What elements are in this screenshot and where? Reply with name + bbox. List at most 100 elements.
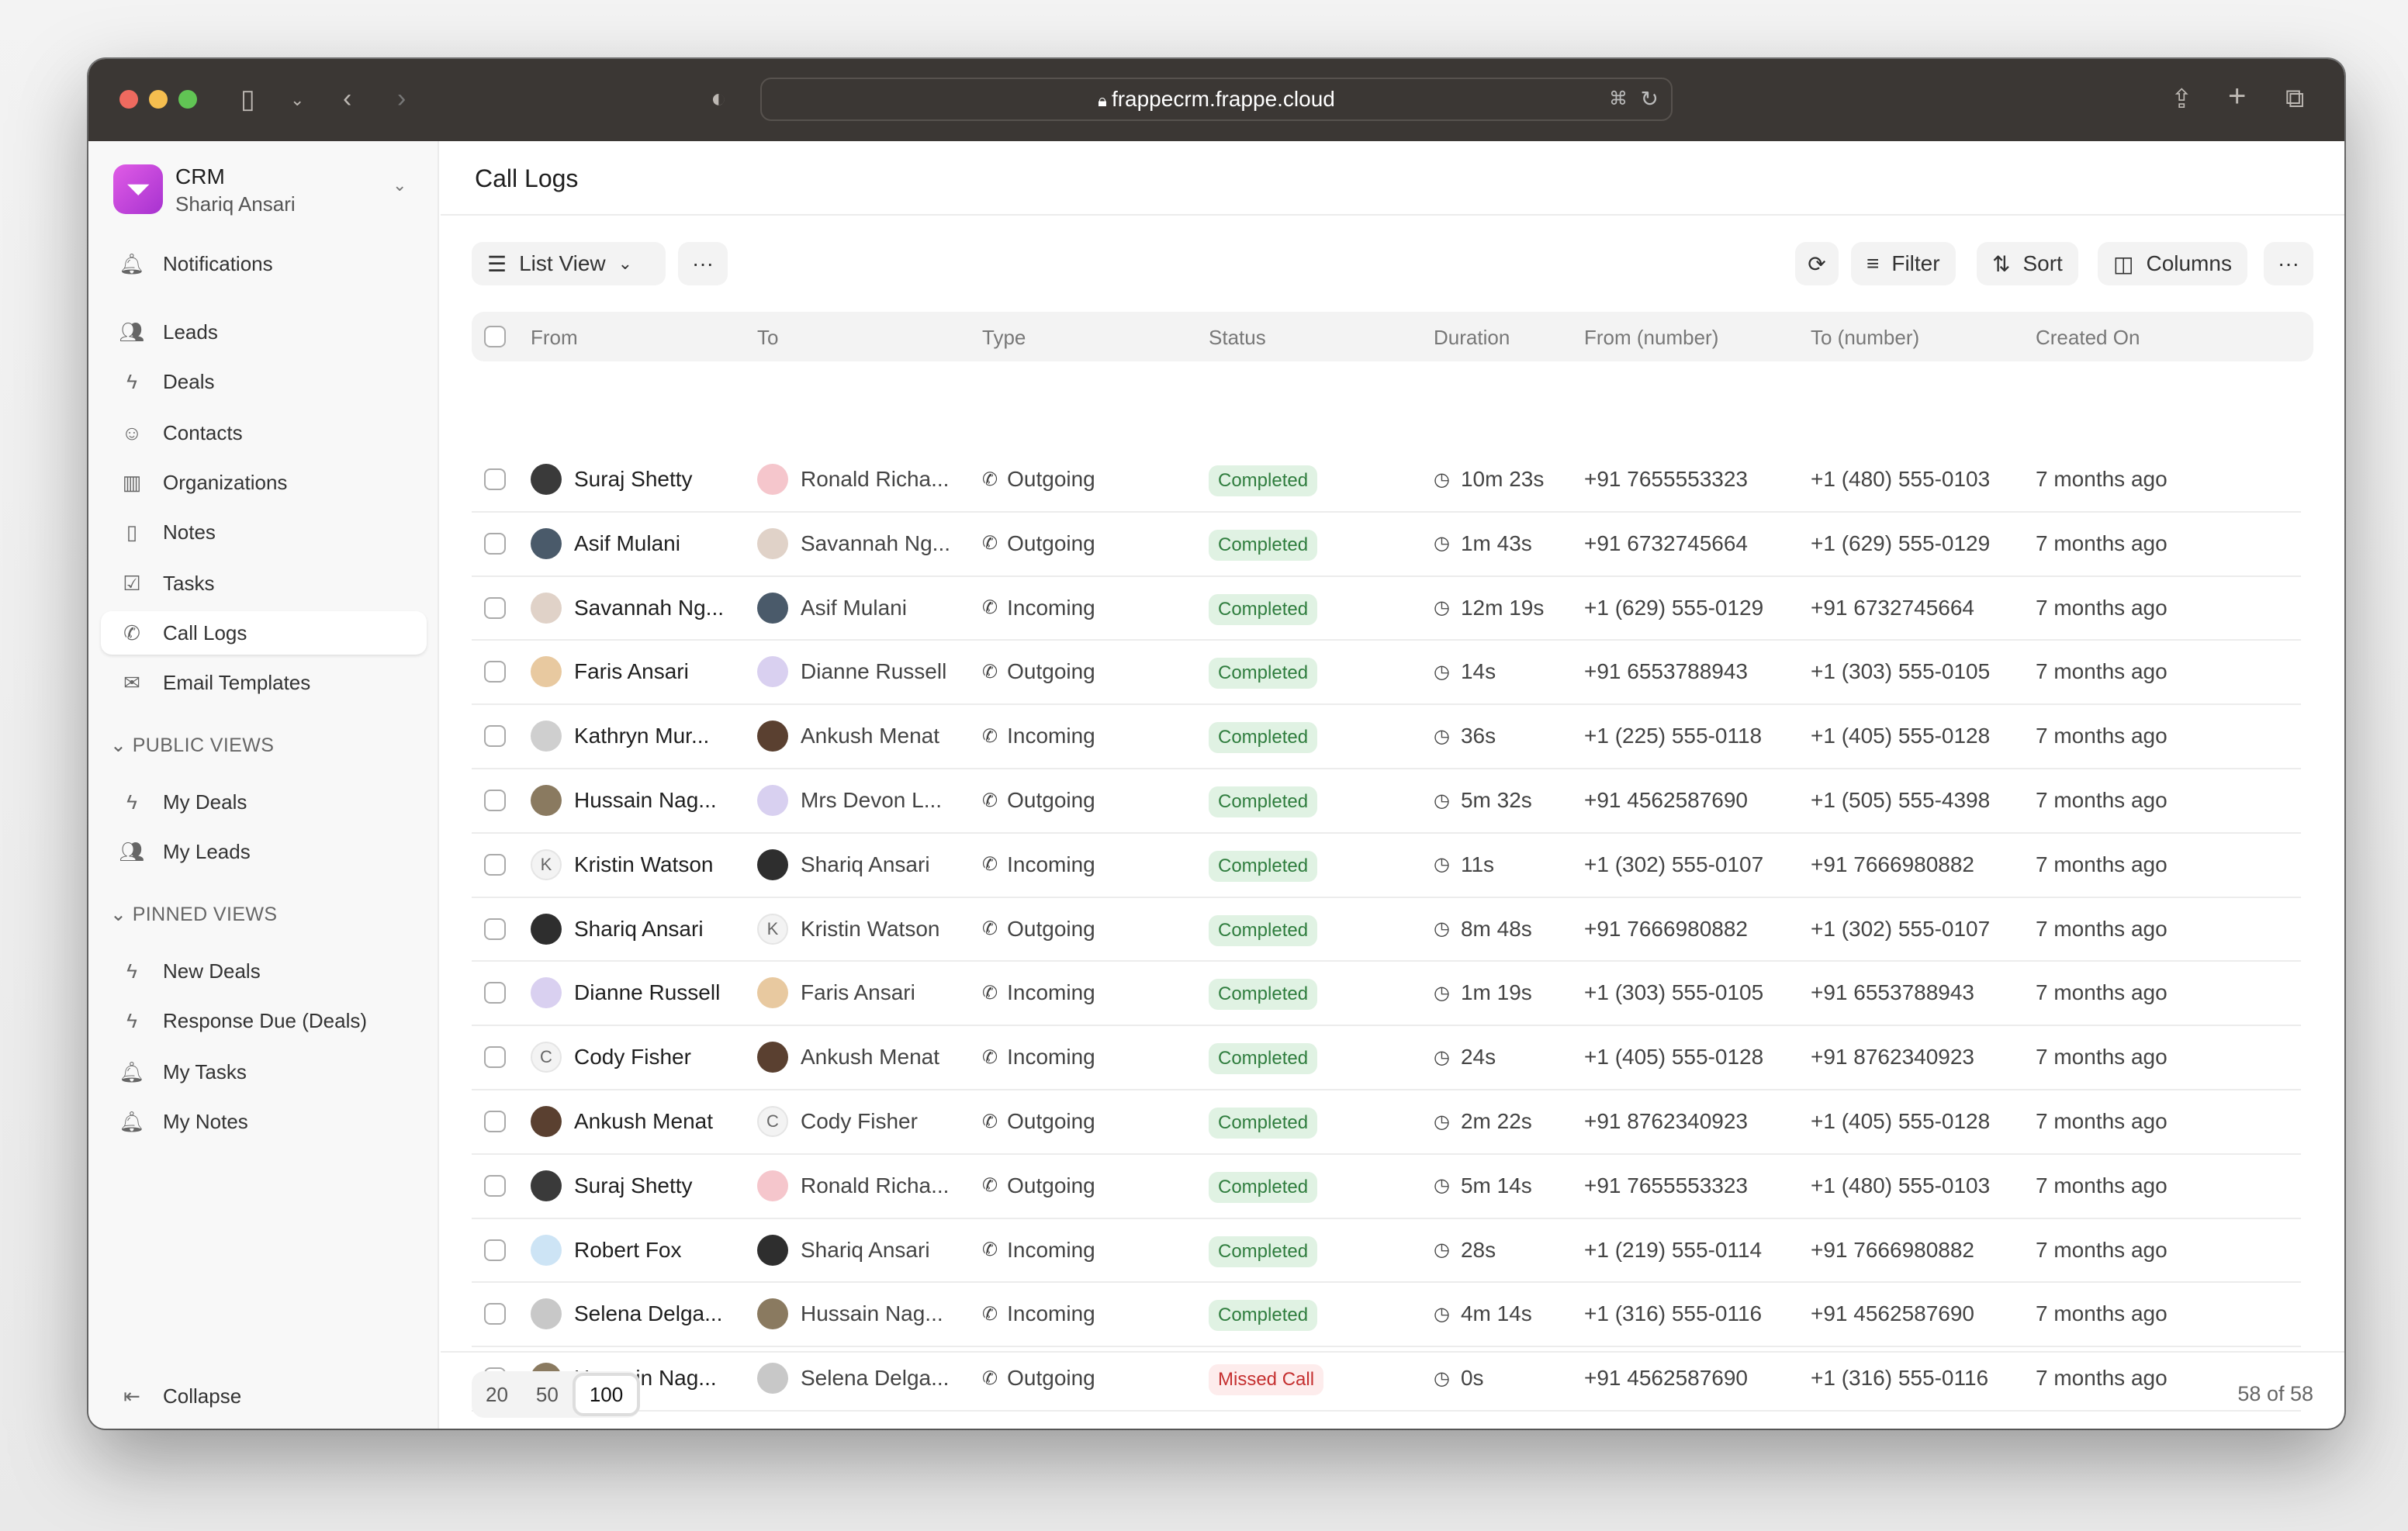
select-all-checkbox[interactable] (484, 326, 506, 347)
view-selector-button[interactable]: ☰ List View ⌄ (472, 242, 666, 285)
sidebar-item-organizations[interactable]: ▥ Organizations (101, 461, 427, 504)
maximize-window-button[interactable] (178, 90, 197, 109)
avatar (757, 1363, 788, 1394)
reload-icon[interactable]: ↻ (1640, 87, 1659, 111)
sidebar-item-deals[interactable]: ϟ Deals (101, 360, 427, 403)
clock-icon: ◷ (1434, 468, 1450, 490)
from-name: Selena Delga... (574, 1301, 723, 1326)
avatar (757, 656, 788, 688)
column-header-status[interactable]: Status (1209, 326, 1266, 349)
sidebar-item-notes[interactable]: ▯ Notes (101, 510, 427, 554)
to-number: +91 6553788943 (1811, 980, 1974, 1005)
table-row[interactable]: Savannah Ng... Asif Mulani ✆ Incoming Com… (472, 577, 2301, 641)
row-checkbox[interactable] (484, 918, 506, 940)
from-number: +91 8762340923 (1584, 1109, 1748, 1133)
browser-window: ▯ ⌄ ‹ › ◐ 🔒︎ frappecrm.frappe.cloud ↻ ⌘ ⇪ … (88, 59, 2344, 1429)
avatar (531, 656, 562, 688)
row-checkbox[interactable] (484, 1111, 506, 1132)
from-name: Suraj Shetty (574, 467, 693, 491)
row-checkbox[interactable] (484, 790, 506, 811)
minimize-window-button[interactable] (149, 90, 168, 109)
address-bar[interactable]: 🔒︎ frappecrm.frappe.cloud ↻ ⌘ (760, 78, 1673, 121)
column-header-duration[interactable]: Duration (1434, 326, 1510, 349)
from-name: Savannah Ng... (574, 595, 725, 620)
row-checkbox[interactable] (484, 725, 506, 748)
row-checkbox[interactable] (484, 1239, 506, 1261)
close-window-button[interactable] (119, 90, 138, 109)
sidebar-item-leads[interactable]: 👥︎ Leads (101, 310, 427, 354)
table-row[interactable]: Shariq Ansari K Kristin Watson ✆ Outgoing … (472, 898, 2301, 962)
refresh-button[interactable]: ⟳ (1795, 242, 1839, 285)
row-checkbox[interactable] (484, 1303, 506, 1325)
page-size-20[interactable]: 20 (486, 1383, 508, 1406)
table-row[interactable]: K Kristin Watson Shariq Ansari ✆ Incoming … (472, 834, 2301, 898)
table-row[interactable]: Faris Ansari Dianne Russell ✆ Outgoing Co… (472, 641, 2301, 706)
column-header-created-on[interactable]: Created On (2036, 326, 2140, 349)
pinned-views-section[interactable]: ⌄ PINNED VIEWS (110, 903, 277, 926)
table-row[interactable]: C Cody Fisher Ankush Menat ✆ Incoming Comp… (472, 1026, 2301, 1090)
forward-icon[interactable]: › (397, 84, 407, 113)
sidebar-item-notifications[interactable]: 🔔︎ Notifications (101, 242, 427, 285)
to-name: Shariq Ansari (801, 1237, 930, 1262)
lightning-icon: ϟ (126, 1008, 137, 1032)
row-checkbox[interactable] (484, 853, 506, 876)
row-checkbox[interactable] (484, 1046, 506, 1069)
row-checkbox[interactable] (484, 1174, 506, 1197)
row-checkbox[interactable] (484, 982, 506, 1004)
filter-button[interactable]: ≡ Filter (1851, 242, 1956, 285)
sidebar-item-my-tasks[interactable]: 🔔︎ My Tasks (101, 1050, 427, 1094)
sidebar-item-call-logs[interactable]: ✆ Call Logs (101, 611, 427, 655)
table-row[interactable]: Suraj Shetty Ronald Richa... ✆ Outgoing C… (472, 1155, 2301, 1219)
row-checkbox[interactable] (484, 596, 506, 619)
chevron-down-icon[interactable]: ⌄ (290, 90, 305, 109)
column-header-to[interactable]: To (757, 326, 779, 349)
table-row[interactable]: Dianne Russell Faris Ansari ✆ Incoming Co… (472, 962, 2301, 1027)
checkbox-icon: ☑ (123, 571, 141, 595)
table-row[interactable]: Hussain Nag... Mrs Devon L... ✆ Outgoing … (472, 769, 2301, 834)
sidebar-item-response-due-deals[interactable]: ϟ Response Due (Deals) (101, 999, 427, 1042)
translate-icon[interactable]: ⌘ (1609, 88, 1628, 109)
sidebar-item-my-leads[interactable]: 👥︎ My Leads (101, 830, 427, 873)
collapse-label: Collapse (163, 1384, 242, 1408)
row-checkbox[interactable] (484, 532, 506, 555)
page-size-100[interactable]: 100 (572, 1373, 641, 1416)
table-row[interactable]: Ankush Menat C Cody Fisher ✆ Outgoing Comp… (472, 1090, 2301, 1155)
sidebar-item-tasks[interactable]: ☑ Tasks (101, 562, 427, 605)
new-tab-icon[interactable]: + (2228, 79, 2247, 113)
view-options-button[interactable]: ··· (678, 242, 728, 285)
nav-label: Notes (163, 520, 216, 544)
share-icon[interactable]: ⇪ (2171, 85, 2193, 114)
sidebar-item-my-deals[interactable]: ϟ My Deals (101, 780, 427, 824)
column-header-from[interactable]: From (531, 326, 578, 349)
outgoing-call-icon: ✆ (982, 1367, 998, 1389)
sidebar-item-contacts[interactable]: ☺ Contacts (101, 411, 427, 454)
sidebar-toggle-icon[interactable]: ▯ (240, 85, 255, 114)
public-views-section[interactable]: ⌄ PUBLIC VIEWS (110, 734, 274, 757)
collapse-button[interactable]: ⇤ Collapse (101, 1374, 427, 1418)
row-checkbox[interactable] (484, 468, 506, 490)
sort-button[interactable]: ⇅ Sort (1977, 242, 2078, 285)
column-header-to-number[interactable]: To (number) (1811, 326, 1920, 349)
sidebar-item-new-deals[interactable]: ϟ New Deals (101, 949, 427, 993)
chevron-down-icon: ⌄ (110, 904, 133, 925)
page-size-50[interactable]: 50 (535, 1383, 559, 1406)
back-icon[interactable]: ‹ (343, 84, 352, 113)
table-row[interactable]: Kathryn Mur... Ankush Menat ✆ Incoming Co… (472, 705, 2301, 769)
columns-button[interactable]: ◫ Columns (2098, 242, 2247, 285)
clock-icon: ◷ (1434, 1046, 1450, 1068)
status-badge: Completed (1209, 529, 1318, 561)
sidebar-item-my-notes[interactable]: 🔔︎ My Notes (101, 1100, 427, 1143)
column-header-from-number[interactable]: From (number) (1584, 326, 1719, 349)
tabs-overview-icon[interactable]: ⧉ (2285, 84, 2305, 113)
shield-icon[interactable]: ◐ (711, 84, 727, 113)
list-icon: ☰ (487, 251, 507, 276)
more-options-button[interactable]: ··· (2264, 242, 2313, 285)
table-row[interactable]: Robert Fox Shariq Ansari ✆ Incoming Compl… (472, 1219, 2301, 1284)
sidebar-item-email-templates[interactable]: ✉ Email Templates (101, 661, 427, 704)
table-row[interactable]: Selena Delga... Hussain Nag... ✆ Incoming… (472, 1283, 2301, 1348)
table-row[interactable]: Suraj Shetty Ronald Richa... ✆ Outgoing C… (472, 448, 2301, 513)
clock-icon: ◷ (1434, 661, 1450, 683)
column-header-type[interactable]: Type (982, 326, 1026, 349)
table-row[interactable]: Asif Mulani Savannah Ng... ✆ Outgoing Com… (472, 513, 2301, 577)
row-checkbox[interactable] (484, 661, 506, 683)
